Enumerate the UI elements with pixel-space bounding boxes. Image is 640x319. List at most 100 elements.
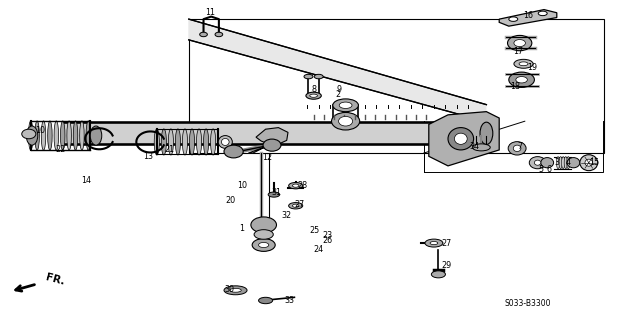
Ellipse shape — [252, 239, 275, 251]
Ellipse shape — [508, 35, 532, 51]
Ellipse shape — [480, 122, 493, 145]
Text: 2: 2 — [335, 90, 340, 99]
Ellipse shape — [230, 288, 241, 292]
Text: 7: 7 — [517, 142, 522, 151]
Ellipse shape — [28, 121, 33, 150]
Ellipse shape — [306, 92, 321, 99]
Text: 28: 28 — [297, 181, 307, 189]
Ellipse shape — [562, 157, 565, 169]
Text: 8: 8 — [311, 85, 316, 94]
Ellipse shape — [22, 129, 36, 139]
Ellipse shape — [47, 121, 52, 150]
Text: 31: 31 — [271, 188, 282, 197]
Ellipse shape — [204, 129, 209, 155]
Text: 22: 22 — [56, 145, 66, 154]
Text: 6: 6 — [547, 165, 552, 174]
Ellipse shape — [339, 116, 353, 126]
Ellipse shape — [516, 77, 527, 83]
Polygon shape — [189, 19, 486, 122]
Ellipse shape — [60, 121, 65, 150]
Ellipse shape — [224, 145, 243, 158]
Polygon shape — [64, 122, 486, 144]
Ellipse shape — [292, 204, 299, 207]
Ellipse shape — [472, 144, 490, 151]
Ellipse shape — [509, 17, 518, 21]
Text: 14: 14 — [81, 176, 92, 185]
Ellipse shape — [508, 142, 526, 155]
Text: 24: 24 — [314, 245, 324, 254]
Ellipse shape — [263, 139, 281, 151]
Ellipse shape — [251, 217, 276, 233]
Ellipse shape — [448, 128, 474, 150]
Text: 21: 21 — [164, 145, 175, 154]
Text: 11: 11 — [205, 8, 215, 17]
Ellipse shape — [224, 286, 247, 295]
Text: 4: 4 — [566, 158, 571, 167]
Text: 17: 17 — [513, 47, 524, 56]
Ellipse shape — [215, 32, 223, 37]
Text: 29: 29 — [442, 261, 452, 270]
Ellipse shape — [182, 129, 188, 155]
Ellipse shape — [529, 157, 546, 169]
Ellipse shape — [425, 239, 443, 247]
Text: 27: 27 — [294, 200, 305, 209]
Ellipse shape — [196, 129, 202, 155]
Ellipse shape — [259, 297, 273, 304]
Ellipse shape — [86, 121, 91, 150]
Ellipse shape — [218, 136, 232, 148]
Ellipse shape — [175, 129, 180, 155]
Text: 10: 10 — [237, 181, 247, 190]
Text: 5: 5 — [538, 165, 543, 174]
Text: 26: 26 — [323, 236, 333, 245]
Text: 34: 34 — [470, 142, 480, 151]
Ellipse shape — [304, 74, 313, 79]
Text: 33: 33 — [284, 296, 294, 305]
Ellipse shape — [35, 121, 40, 150]
Text: 12: 12 — [262, 153, 273, 162]
Ellipse shape — [189, 129, 195, 155]
Ellipse shape — [514, 40, 525, 47]
Ellipse shape — [211, 129, 216, 155]
Ellipse shape — [567, 157, 570, 169]
Text: 32: 32 — [282, 211, 292, 220]
Ellipse shape — [332, 113, 360, 130]
Text: S033-B3300: S033-B3300 — [505, 299, 551, 308]
Ellipse shape — [67, 121, 72, 150]
Ellipse shape — [564, 157, 568, 169]
Ellipse shape — [580, 155, 598, 171]
Text: 30: 30 — [224, 285, 234, 294]
Ellipse shape — [41, 121, 46, 150]
Text: 23: 23 — [323, 231, 333, 240]
Ellipse shape — [161, 129, 166, 155]
Ellipse shape — [534, 160, 541, 165]
Ellipse shape — [333, 99, 358, 112]
Ellipse shape — [268, 192, 280, 197]
Ellipse shape — [254, 230, 273, 239]
Ellipse shape — [54, 121, 59, 150]
Ellipse shape — [339, 102, 352, 108]
Text: 18: 18 — [510, 82, 520, 91]
Ellipse shape — [431, 271, 445, 278]
Ellipse shape — [200, 32, 207, 37]
Ellipse shape — [259, 242, 269, 248]
Text: 25: 25 — [310, 226, 320, 235]
Ellipse shape — [519, 62, 528, 66]
Text: FR.: FR. — [45, 272, 66, 286]
Text: 3: 3 — [554, 158, 559, 167]
Ellipse shape — [559, 157, 563, 169]
Ellipse shape — [292, 184, 299, 187]
Text: 20: 20 — [225, 197, 236, 205]
Ellipse shape — [513, 145, 521, 152]
Text: 13: 13 — [143, 152, 154, 161]
Ellipse shape — [585, 159, 593, 166]
Text: 27: 27 — [442, 239, 452, 248]
Ellipse shape — [26, 126, 38, 145]
Ellipse shape — [509, 72, 534, 87]
Text: 16: 16 — [523, 11, 533, 20]
Text: 9: 9 — [337, 85, 342, 94]
Text: 19: 19 — [527, 63, 538, 72]
Ellipse shape — [221, 138, 229, 145]
Ellipse shape — [74, 121, 78, 150]
Ellipse shape — [168, 129, 173, 155]
Bar — [189, 19, 604, 153]
